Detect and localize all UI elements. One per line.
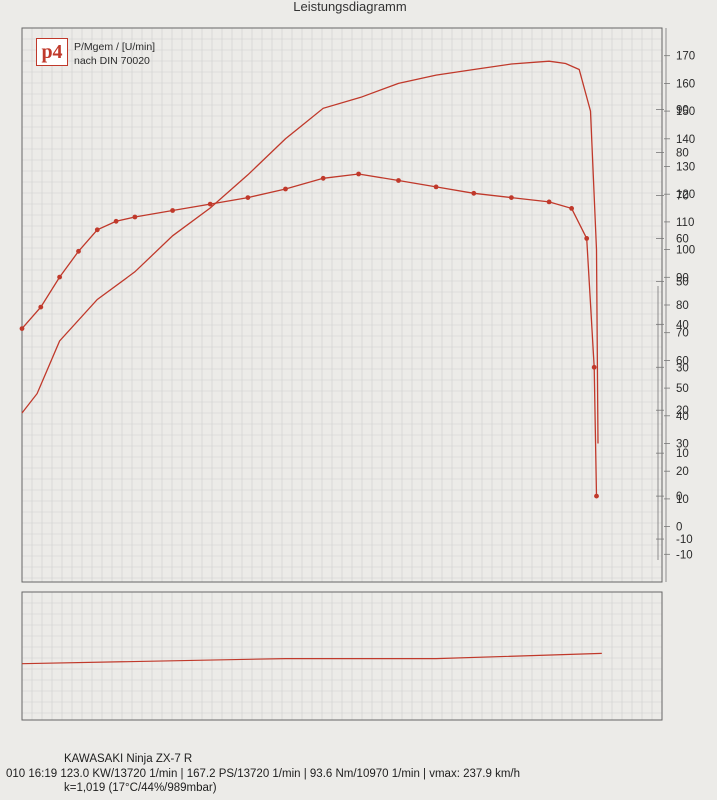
nm-tick-label: 70: [676, 190, 689, 202]
torque-marker: [19, 326, 25, 331]
nm-tick-label: 40: [676, 319, 689, 331]
torque-marker: [283, 186, 288, 192]
ps-tick-label: 70: [676, 328, 689, 340]
torque-marker: [207, 201, 213, 207]
ps-tick-label: 50: [676, 383, 689, 395]
ps-tick-label: 40: [676, 411, 689, 423]
legend-unit: P/Mgem / [U/min]: [74, 41, 156, 53]
torque-marker: [76, 248, 81, 254]
nm-tick-label: 90: [676, 105, 689, 117]
upper-plot-frame: [21, 27, 663, 583]
torque-marker: [433, 184, 439, 190]
ps-tick-label: 170: [676, 51, 695, 63]
ps-tick-label: 20: [676, 466, 689, 478]
run-info: 010 16:19 123.0 KW/13720 1/min | 167.2 P…: [6, 767, 520, 780]
ps-tick-label: 120: [676, 189, 695, 201]
torque-marker: [132, 214, 138, 220]
ps-tick-label: 160: [676, 78, 695, 90]
torque-marker: [356, 171, 361, 177]
ps-tick-label: 100: [676, 245, 695, 257]
torque-marker: [569, 206, 574, 211]
vehicle-name: KAWASAKI Ninja ZX-7 R: [64, 753, 193, 765]
ps-tick-label: 80: [676, 300, 689, 312]
ps-tick-label: 30: [676, 439, 689, 451]
conditions: k=1,019 (17°C/44%/989mbar): [64, 782, 217, 794]
nm-tick-label: 60: [676, 233, 689, 245]
torque-marker: [594, 493, 599, 499]
torque-marker: [57, 274, 62, 280]
data-series: [19, 60, 602, 665]
nm-tick-label: 10: [676, 448, 689, 460]
ps-tick-label: 110: [676, 217, 694, 229]
torque-line: [21, 173, 598, 497]
torque-marker: [113, 218, 119, 224]
footer: KAWASAKI Ninja ZX-7 R 010 16:19 123.0 KW…: [0, 752, 717, 796]
ps-tick-label: 130: [676, 162, 695, 174]
p4-logo: p4: [36, 38, 68, 66]
axis-ticks: 1701601501401301201101009080706050403020…: [656, 28, 695, 582]
nm-tick-label: 80: [676, 148, 689, 160]
ps-tick-label: -10: [676, 549, 693, 561]
legend-standard: nach DIN 70020: [74, 55, 150, 67]
ps-tick-label: 10: [676, 494, 689, 506]
torque-marker: [591, 364, 597, 370]
torque-marker: [584, 236, 590, 241]
nm-tick-label: -10: [676, 534, 693, 546]
ps-tick-label: 0: [676, 522, 682, 534]
torque-marker: [546, 199, 552, 205]
torque-marker: [320, 175, 326, 181]
chart-title: Leistungsdiagramm: [293, 0, 406, 14]
nm-tick-label: 30: [676, 362, 689, 374]
torque-marker: [471, 190, 477, 196]
lower-line: [21, 652, 602, 665]
ps-tick-label: 60: [676, 355, 689, 367]
ps-tick-label: 150: [676, 106, 695, 118]
torque-marker: [170, 208, 176, 213]
torque-marker: [509, 195, 514, 201]
power-line: [21, 60, 599, 444]
ps-tick-label: 90: [676, 272, 689, 284]
legend-box: P/Mgem / [U/min] nach DIN 70020: [74, 40, 155, 68]
nm-tick-label: 50: [676, 276, 689, 288]
nm-tick-label: 0: [676, 491, 682, 503]
torque-marker: [245, 195, 251, 201]
torque-marker: [94, 227, 100, 233]
torque-marker: [38, 304, 44, 310]
ps-tick-label: 140: [676, 134, 695, 146]
torque-marker: [396, 178, 401, 183]
nm-tick-label: 20: [676, 405, 689, 417]
lower-plot-frame: [21, 591, 663, 721]
upper-grid: [21, 27, 663, 582]
